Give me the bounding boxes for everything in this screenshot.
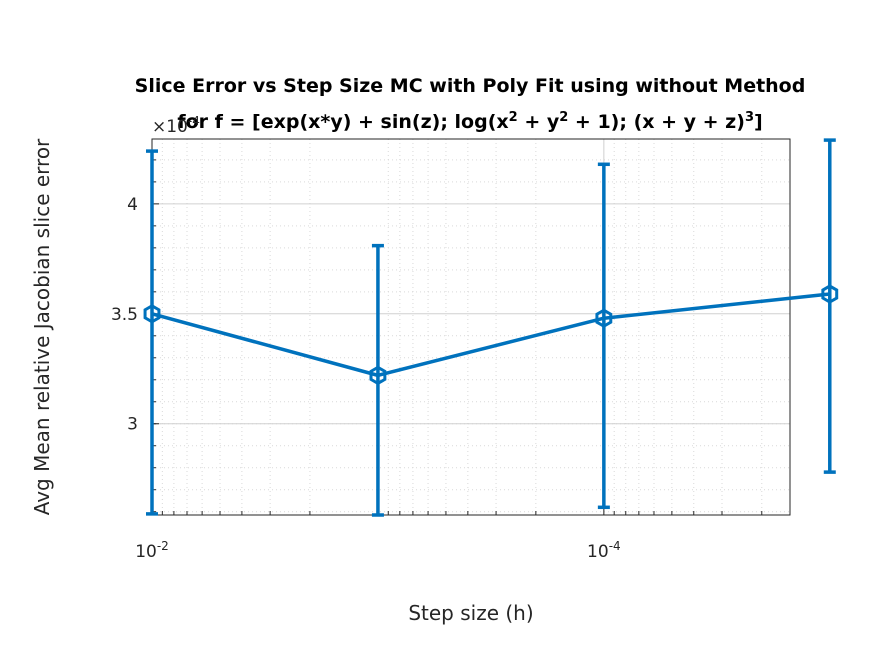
ticks: 10-2 10-4 3 3.5 4 [111,159,763,562]
y-tick-label: 3.5 [111,305,138,325]
y-axis-label: Avg Mean relative Jacobian slice error [30,138,54,515]
series [143,138,839,517]
x-axis-label: Step size (h) [408,601,533,625]
y-exponent-label: ×10-4 [152,114,200,137]
x-tick-label: 10-2 [135,539,169,562]
y-tick-label: 3 [127,415,138,435]
chart-title-line-1: Slice Error vs Step Size MC with Poly Fi… [135,75,806,97]
grid [151,139,790,515]
plot-area [151,138,791,516]
data-point-marker [143,304,161,324]
data-point-marker [821,284,839,304]
y-tick-label: 4 [127,195,138,215]
data-point-marker [369,365,387,386]
chart-title-line-2: for f = [exp(x*y) + sin(z); log(x2 + y2 … [177,110,762,134]
series-line [151,292,830,378]
data-point-marker [595,308,613,328]
x-tick-label: 10-4 [587,539,621,562]
